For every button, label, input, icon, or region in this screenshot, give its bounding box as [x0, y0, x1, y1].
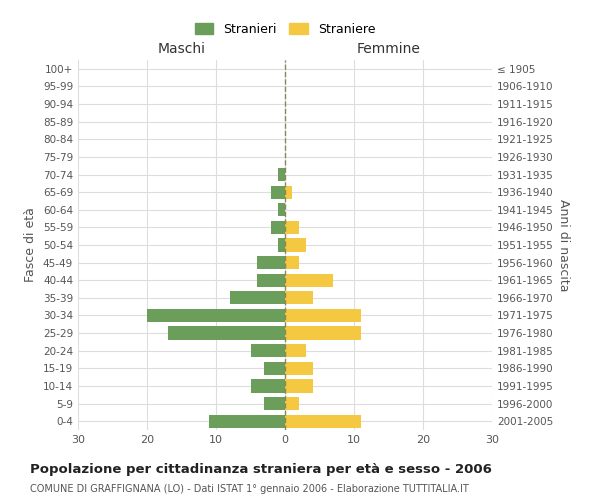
Bar — [285, 397, 299, 410]
Text: Maschi: Maschi — [158, 42, 206, 56]
Bar — [285, 414, 361, 428]
Bar — [265, 397, 285, 410]
Bar — [285, 291, 313, 304]
Bar — [230, 291, 285, 304]
Bar — [265, 362, 285, 375]
Legend: Stranieri, Straniere: Stranieri, Straniere — [190, 18, 380, 41]
Bar — [271, 186, 285, 198]
Bar — [285, 309, 361, 322]
Bar — [285, 380, 313, 392]
Bar — [251, 344, 285, 358]
Bar — [257, 256, 285, 269]
Y-axis label: Anni di nascita: Anni di nascita — [557, 198, 570, 291]
Text: Popolazione per cittadinanza straniera per età e sesso - 2006: Popolazione per cittadinanza straniera p… — [30, 462, 492, 475]
Text: COMUNE DI GRAFFIGNANA (LO) - Dati ISTAT 1° gennaio 2006 - Elaborazione TUTTITALI: COMUNE DI GRAFFIGNANA (LO) - Dati ISTAT … — [30, 484, 469, 494]
Bar — [278, 203, 285, 216]
Bar — [285, 362, 313, 375]
Bar — [285, 256, 299, 269]
Bar — [168, 326, 285, 340]
Bar — [285, 274, 334, 287]
Bar — [285, 238, 306, 252]
Bar — [285, 186, 292, 198]
Bar — [285, 344, 306, 358]
Bar — [271, 221, 285, 234]
Bar — [209, 414, 285, 428]
Text: Femmine: Femmine — [356, 42, 421, 56]
Bar — [285, 326, 361, 340]
Bar — [251, 380, 285, 392]
Y-axis label: Fasce di età: Fasce di età — [25, 208, 37, 282]
Bar — [278, 168, 285, 181]
Bar — [285, 221, 299, 234]
Bar — [278, 238, 285, 252]
Bar — [257, 274, 285, 287]
Bar — [147, 309, 285, 322]
